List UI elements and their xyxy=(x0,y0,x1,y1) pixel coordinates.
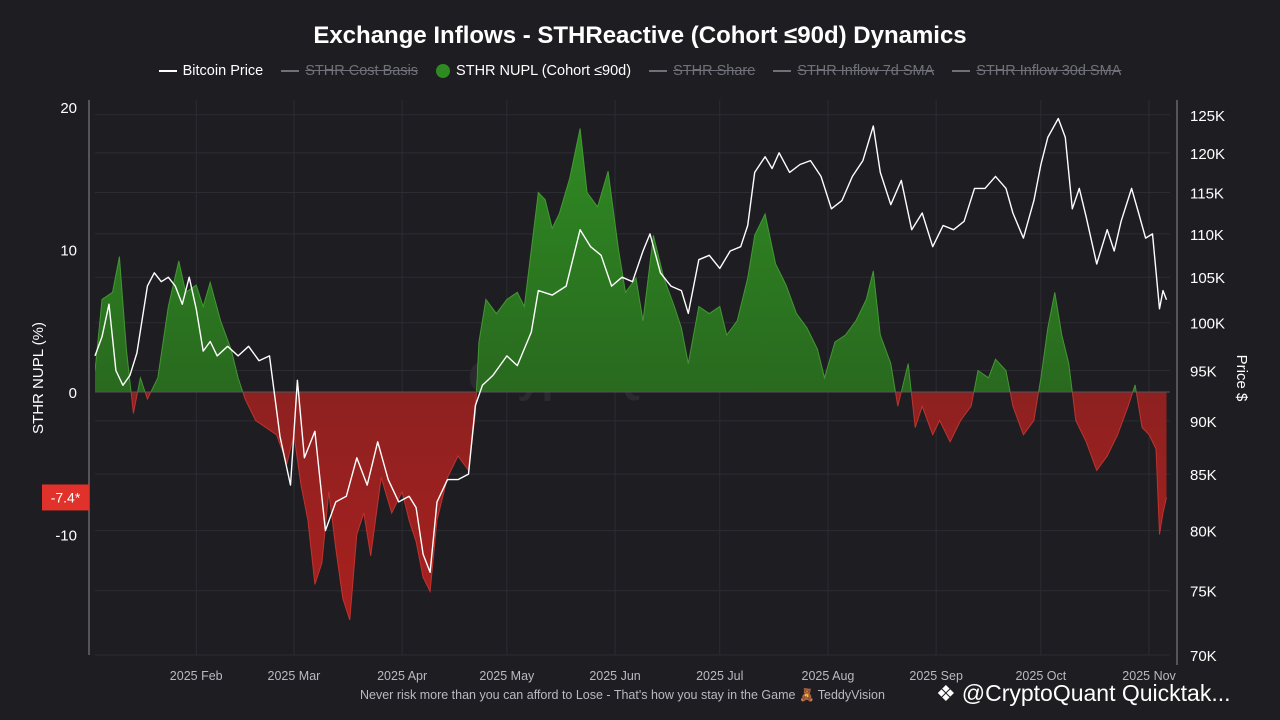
legend-label: STHR Inflow 30d SMA xyxy=(976,63,1122,79)
y2-tick-label: 70K xyxy=(1190,648,1217,665)
y2-tick-label: 90K xyxy=(1190,414,1217,431)
y2-tick-label: 75K xyxy=(1190,584,1217,601)
legend-item-sthr-nupl-cohort-90d[interactable]: STHR NUPL (Cohort ≤90d) xyxy=(436,63,631,79)
legend-line-icon xyxy=(281,70,300,72)
current-value-badge xyxy=(42,484,89,511)
legend-dot-icon xyxy=(436,64,451,78)
y-tick-label: 20 xyxy=(60,100,77,117)
x-tick-label: 2025 Jul xyxy=(696,669,743,683)
nupl-positive-edge xyxy=(95,128,1137,392)
legend-label: STHR NUPL (Cohort ≤90d) xyxy=(456,63,632,79)
footer-disclaimer: Never risk more than you can afford to L… xyxy=(360,688,885,702)
legend-item-sthr-inflow-30d-sma[interactable]: STHR Inflow 30d SMA xyxy=(952,63,1121,79)
x-tick-label: 2025 Oct xyxy=(1015,669,1066,683)
y-tick-label: -10 xyxy=(55,528,77,545)
y2-tick-label: 120K xyxy=(1190,146,1225,163)
x-tick-label: 2025 Nov xyxy=(1122,669,1176,683)
x-tick-label: 2025 Apr xyxy=(377,669,427,683)
y-axis-title: STHR NUPL (%) xyxy=(30,322,47,434)
current-value-label: -7.4* xyxy=(51,489,81,505)
legend-label: STHR Share xyxy=(673,63,756,79)
x-tick-label: 2025 Mar xyxy=(268,669,321,683)
x-tick-label: 2025 Feb xyxy=(170,669,223,683)
legend-line-icon xyxy=(158,70,177,72)
chart-title: Exchange Inflows - STHReactive (Cohort ≤… xyxy=(313,22,967,49)
brand-text: @CryptoQuant Quicktak... xyxy=(961,680,1231,706)
legend-item-sthr-cost-basis[interactable]: STHR Cost Basis xyxy=(281,63,418,79)
binance-logo-icon: ❖ xyxy=(936,680,956,706)
legend-line-icon xyxy=(649,70,668,72)
nupl-positive-area xyxy=(95,128,1167,392)
chart-legend: Bitcoin Price STHR Cost Basis STHR NUPL (C… xyxy=(0,63,1280,79)
y2-tick-label: 105K xyxy=(1190,270,1225,287)
y2-tick-label: 85K xyxy=(1190,467,1217,484)
y2-tick-label: 125K xyxy=(1190,108,1225,125)
nupl-negative-edge xyxy=(130,392,1167,621)
y2-tick-label: 95K xyxy=(1190,363,1217,380)
legend-line-icon xyxy=(773,70,792,72)
y-tick-label: 0 xyxy=(69,385,77,402)
y2-tick-label: 110K xyxy=(1190,227,1224,244)
y2-axis-title: Price $ xyxy=(1233,355,1250,402)
x-tick-label: 2025 Sep xyxy=(909,669,963,683)
legend-item-sthr-share[interactable]: STHR Share xyxy=(649,63,755,79)
legend-item-sthr-inflow-7d-sma[interactable]: STHR Inflow 7d SMA xyxy=(773,63,934,79)
x-tick-label: 2025 May xyxy=(479,669,535,683)
legend-label: Bitcoin Price xyxy=(182,63,264,79)
y-tick-label: 10 xyxy=(60,243,77,260)
legend-line-icon xyxy=(952,70,971,72)
y2-tick-label: 115K xyxy=(1190,185,1224,202)
legend-label: STHR Inflow 7d SMA xyxy=(797,63,935,79)
brand-watermark: ❖ @CryptoQuant Quicktak... xyxy=(936,680,1231,707)
bitcoin-price-line xyxy=(94,117,1168,573)
x-tick-label: 2025 Jun xyxy=(589,669,640,683)
legend-item-bitcoin-price[interactable]: Bitcoin Price xyxy=(158,63,264,79)
nupl-negative-area xyxy=(95,392,1167,620)
y2-tick-label: 80K xyxy=(1190,524,1217,541)
y2-tick-label: 100K xyxy=(1190,316,1225,333)
legend-label: STHR Cost Basis xyxy=(305,63,419,79)
x-tick-label: 2025 Aug xyxy=(802,669,855,683)
